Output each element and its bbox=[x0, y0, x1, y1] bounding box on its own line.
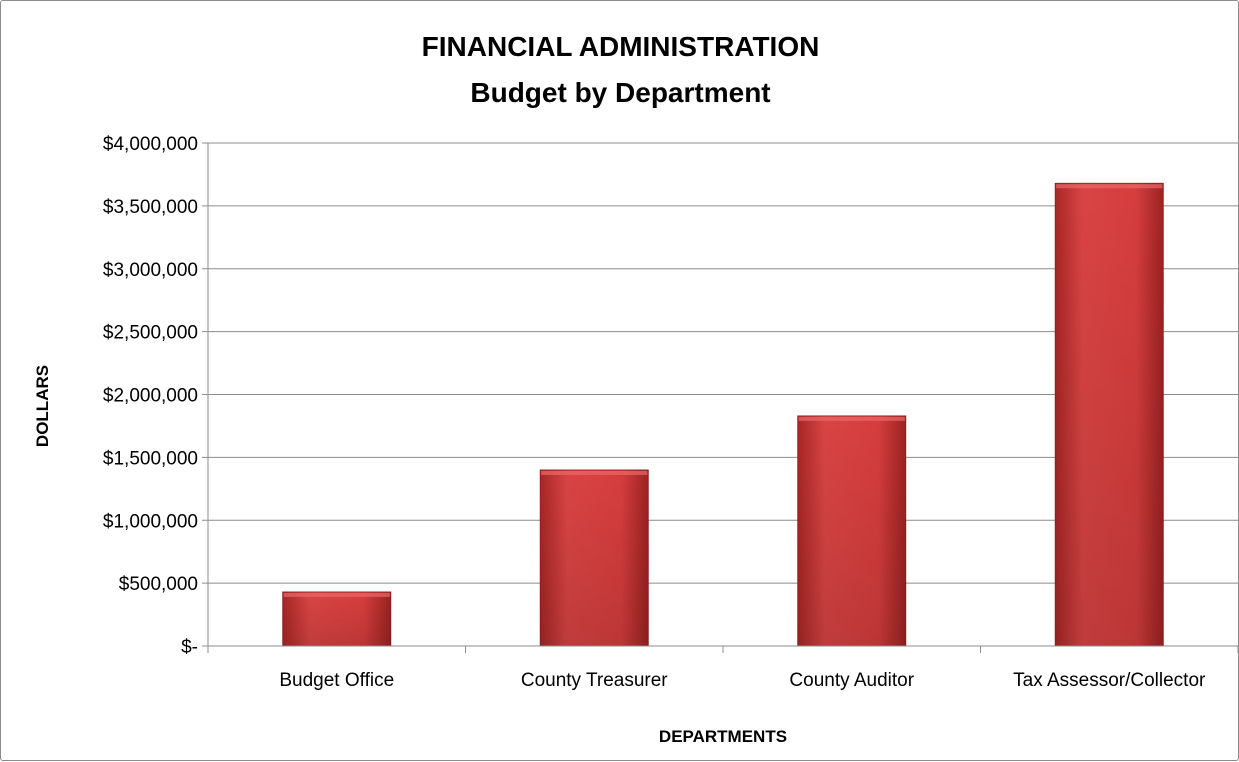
bar-top-highlight bbox=[1056, 184, 1163, 189]
y-axis-title: DOLLARS bbox=[33, 365, 52, 447]
bar-top-highlight bbox=[283, 592, 390, 597]
axes bbox=[202, 142, 1239, 653]
y-tick-label: $2,000,000 bbox=[103, 386, 198, 407]
y-tick-label: $- bbox=[181, 637, 198, 658]
bar bbox=[539, 469, 649, 647]
x-tick-label: Tax Assessor/Collector bbox=[1013, 670, 1206, 691]
bar-top-highlight bbox=[798, 416, 905, 421]
axis-labels: $- $500,000 $1,000,000 $1,500,000 $2,000,000… bbox=[33, 134, 1206, 746]
bar bbox=[282, 591, 392, 647]
y-tick-label: $2,500,000 bbox=[103, 323, 198, 344]
y-tick-label: $3,000,000 bbox=[103, 260, 198, 281]
bar bbox=[1054, 182, 1164, 647]
bars bbox=[282, 182, 1164, 647]
y-tick-label: $4,000,000 bbox=[103, 134, 198, 155]
bar-top-highlight bbox=[541, 470, 648, 475]
x-tick-label: Budget Office bbox=[279, 670, 394, 691]
y-tick-label: $500,000 bbox=[119, 574, 198, 595]
x-tick-label: County Treasurer bbox=[521, 670, 668, 691]
chart-subtitle: Budget by Department bbox=[470, 77, 771, 108]
y-tick-label: $3,500,000 bbox=[103, 197, 198, 218]
x-axis-title: DEPARTMENTS bbox=[659, 727, 787, 746]
bar-shade bbox=[540, 469, 649, 646]
x-tick-label: County Auditor bbox=[789, 670, 914, 691]
y-tick-label: $1,000,000 bbox=[103, 511, 198, 532]
y-tick-label: $1,500,000 bbox=[103, 448, 198, 469]
bar bbox=[797, 415, 907, 647]
chart-title: FINANCIAL ADMINISTRATION bbox=[421, 31, 820, 62]
bar-shade bbox=[1055, 183, 1164, 647]
bar-shade bbox=[797, 415, 906, 646]
bar-shade bbox=[282, 591, 391, 646]
